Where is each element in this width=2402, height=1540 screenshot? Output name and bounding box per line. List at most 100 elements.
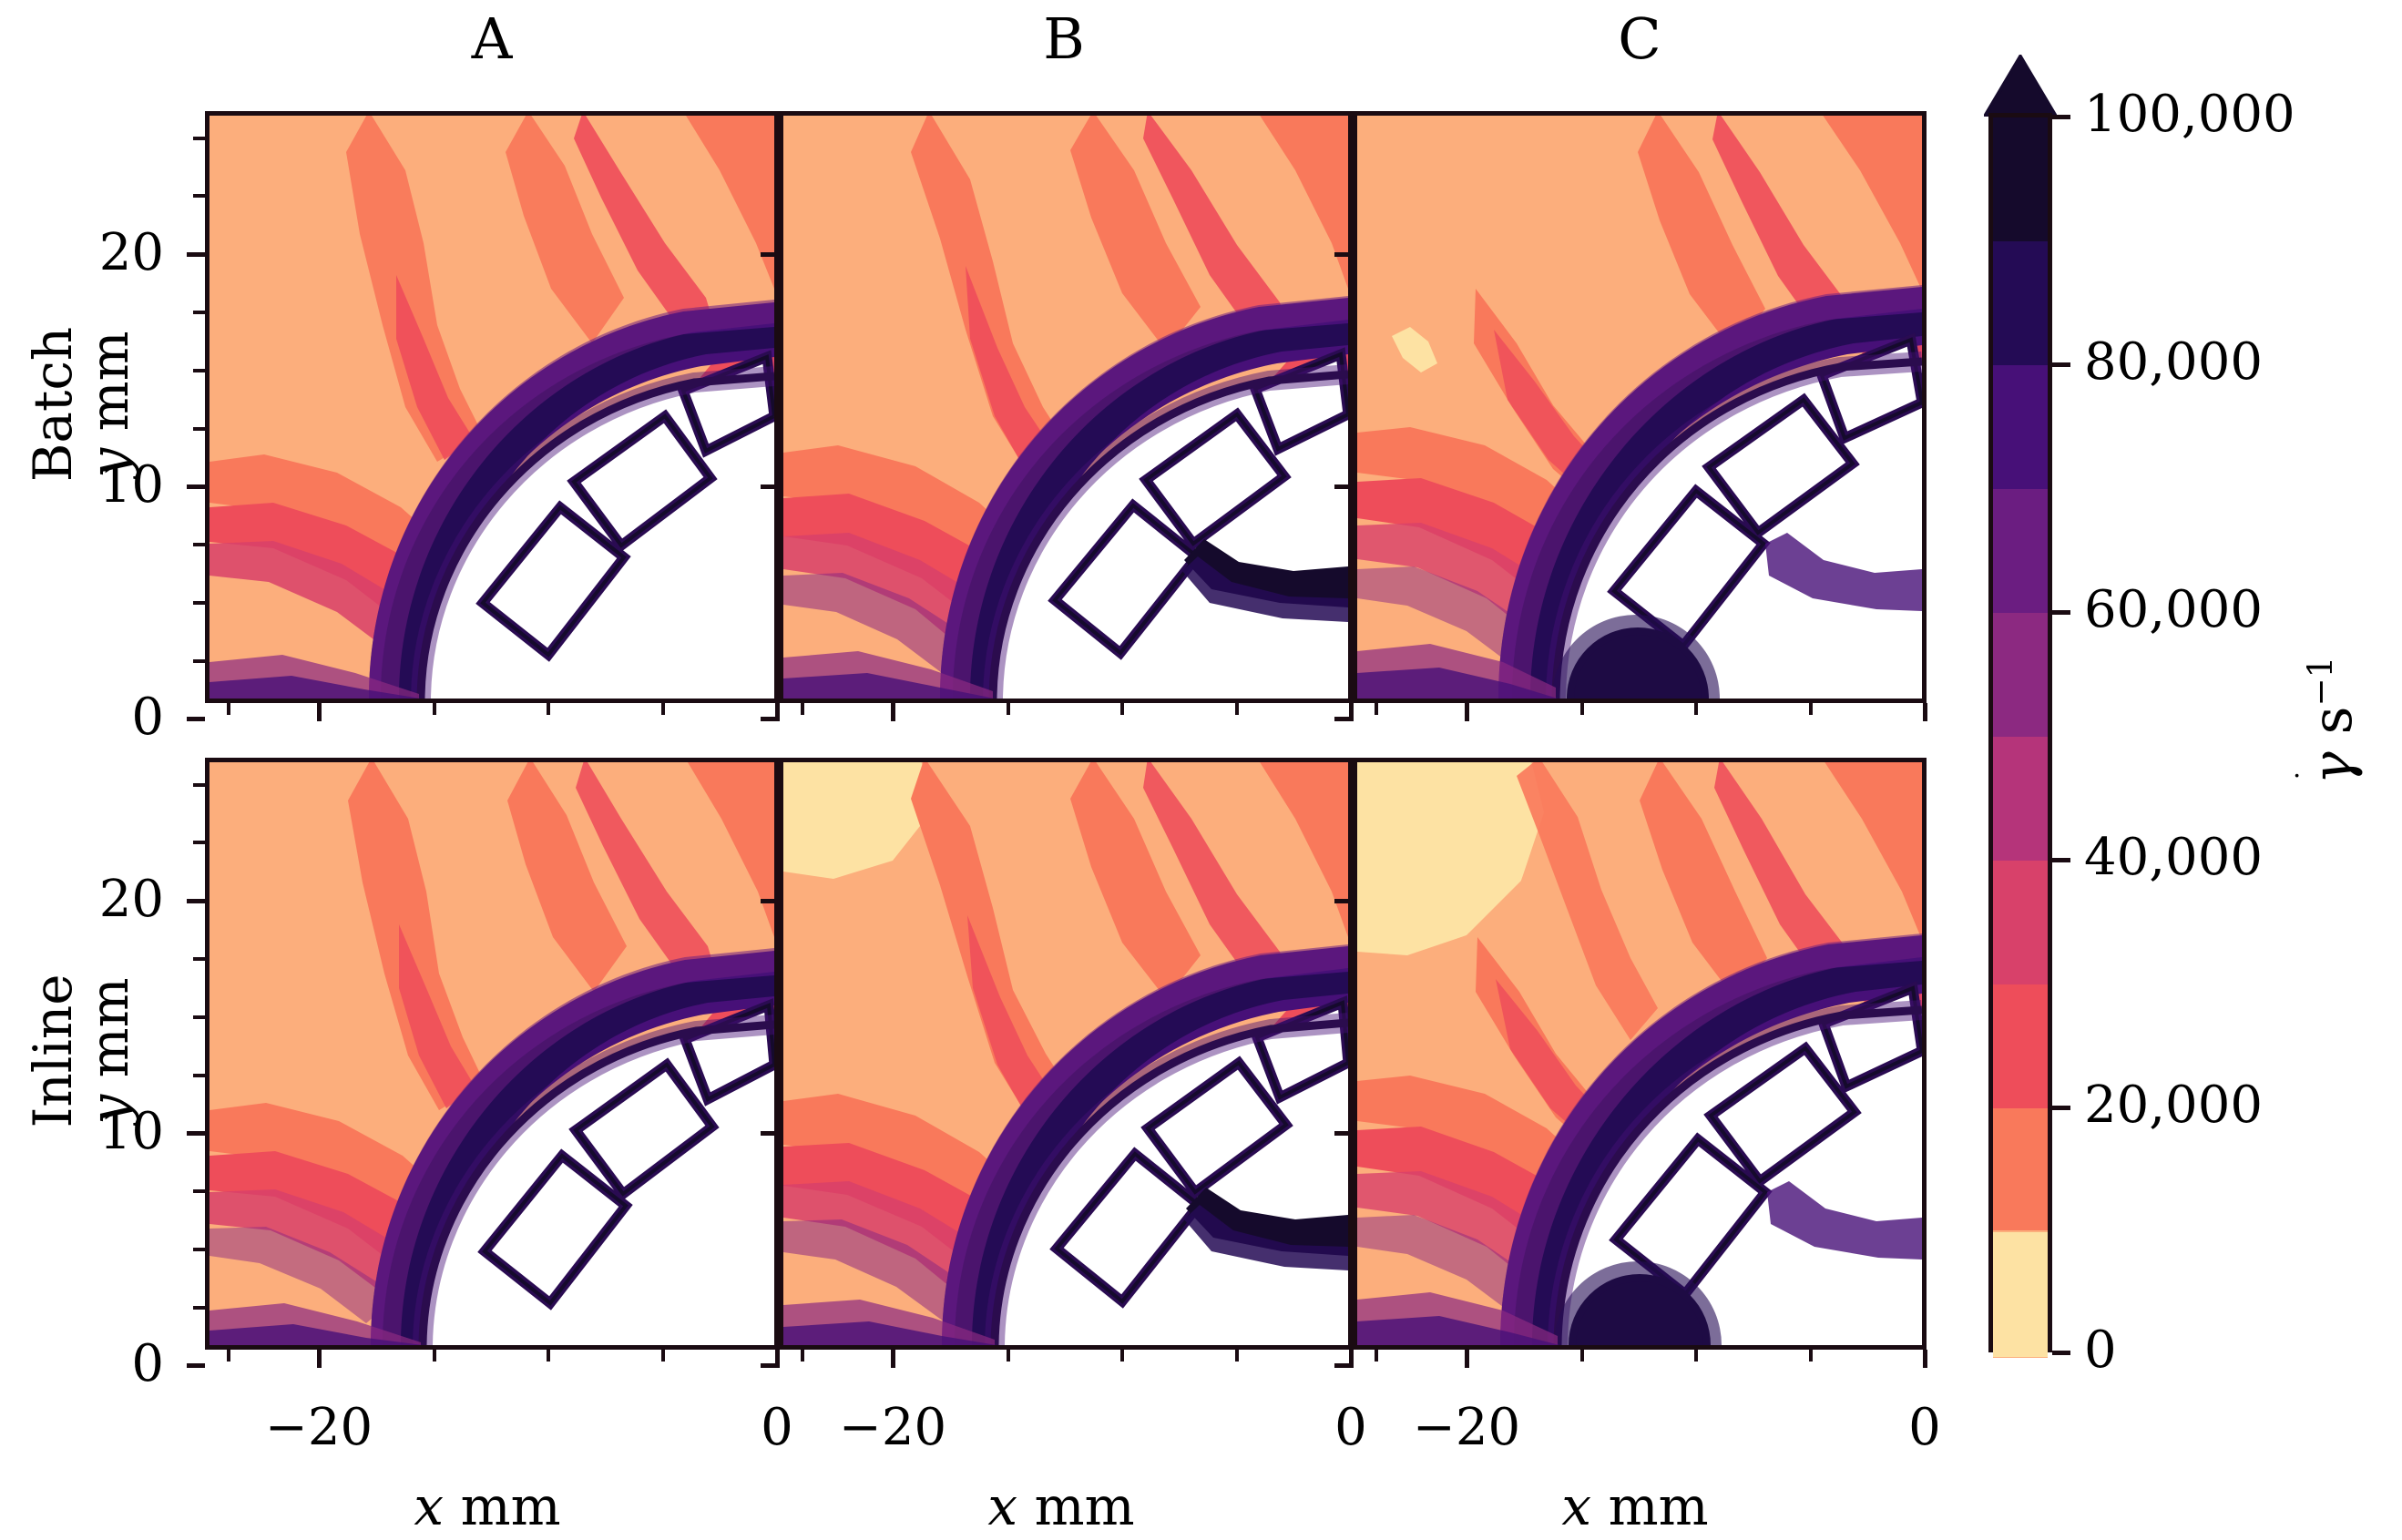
ytick-minor-inline-2 [193, 841, 205, 844]
ytick-minor-inline-1 [193, 783, 205, 787]
ytick-batch-20 [187, 252, 205, 257]
contour-field-inline-b [783, 762, 1348, 1345]
xtick-label-c-0: 0 [1908, 1398, 1941, 1457]
xtick-row1-minor-a-4 [661, 703, 665, 715]
ytick-batch-b-0 [761, 717, 779, 721]
ytick-batch-0 [187, 717, 205, 721]
xtick-minor-b-2 [1007, 1350, 1010, 1362]
xtick-row1-b-0 [1349, 703, 1354, 721]
xtick-minor-c-2 [1580, 1350, 1584, 1362]
colorbar-tick-100000 [2052, 115, 2070, 119]
panel-batch-a[interactable] [205, 111, 779, 703]
xtick-minor-a-1 [227, 1350, 230, 1362]
ytick-label-inline-0: 0 [131, 1334, 164, 1393]
ytick-minor-batch-4 [193, 369, 205, 372]
xtick-c-0 [1923, 1350, 1927, 1368]
colorbar-axis-label: γ̇ s−1 [2300, 656, 2365, 785]
colorbar[interactable] [1988, 113, 2052, 1358]
xtick-minor-a-4 [661, 1350, 665, 1362]
xtick-label-a--20: −20 [264, 1398, 373, 1457]
panel-inline-c[interactable] [1353, 758, 1927, 1350]
xtick-row1-c--20 [1465, 703, 1469, 721]
panel-inline-b[interactable] [779, 758, 1353, 1350]
colorbar-band-70000 [1993, 489, 2048, 614]
panel-batch-b[interactable] [779, 111, 1353, 703]
xtick-row1-minor-b-1 [801, 703, 804, 715]
ytick-minor-inline-8 [193, 1306, 205, 1310]
ytick-minor-inline-3 [193, 957, 205, 961]
xtick-row1-minor-a-1 [227, 703, 230, 715]
xtick-minor-c-4 [1809, 1350, 1813, 1362]
contour-field-inline-a [210, 762, 774, 1345]
xtick-row1-minor-a-3 [547, 703, 550, 715]
colorbar-band-90000 [1993, 241, 2048, 366]
x-axis-name-b: x mm [987, 1475, 1135, 1537]
xtick-row1-minor-c-1 [1375, 703, 1378, 715]
xtick-row1-minor-c-2 [1580, 703, 1584, 715]
ytick-label-inline-20: 20 [98, 870, 164, 929]
xtick-row1-minor-b-3 [1120, 703, 1124, 715]
ytick-minor-batch-5 [193, 427, 205, 431]
panel-batch-c[interactable] [1353, 111, 1927, 703]
colorbar-band-lowest [1993, 1232, 2048, 1357]
colorbar-label-100000: 100,000 [2084, 85, 2295, 144]
contour-field-batch-a [210, 116, 774, 699]
colorbar-label-20000: 20,000 [2084, 1076, 2263, 1135]
ytick-minor-inline-6 [193, 1189, 205, 1193]
xtick-label-a-0: 0 [761, 1398, 793, 1457]
xtick-minor-b-3 [1120, 1350, 1124, 1362]
column-title-b: B [1043, 5, 1085, 72]
ytick-minor-batch-1 [193, 137, 205, 140]
xtick-a-0 [775, 1350, 780, 1368]
ytick-inline-c-10 [1334, 1131, 1353, 1136]
ytick-minor-batch-7 [193, 601, 205, 605]
xtick-row1-minor-c-3 [1694, 703, 1698, 715]
colorbar-tick-40000 [2052, 858, 2070, 862]
ytick-batch-c-0 [1334, 717, 1353, 721]
contour-field-batch-c [1357, 116, 1922, 699]
column-title-c: C [1618, 5, 1661, 72]
xtick-row1-minor-b-4 [1235, 703, 1239, 715]
ytick-minor-batch-3 [193, 311, 205, 314]
xtick-minor-a-2 [433, 1350, 436, 1362]
colorbar-band-100000-plus [1993, 117, 2048, 242]
colorbar-tick-20000 [2052, 1106, 2070, 1110]
ytick-label-batch-20: 20 [98, 223, 164, 282]
xtick-row1-a-0 [775, 703, 780, 721]
ytick-inline-10 [187, 1131, 205, 1136]
colorbar-label-0: 0 [2084, 1321, 2117, 1380]
column-title-a: A [471, 5, 513, 72]
xtick-label-c--20: −20 [1412, 1398, 1521, 1457]
ytick-batch-b-10 [761, 484, 779, 489]
ytick-batch-b-20 [761, 252, 779, 257]
ytick-inline-c-20 [1334, 899, 1353, 903]
xtick-c--20 [1465, 1350, 1469, 1368]
ytick-minor-inline-4 [193, 1015, 205, 1019]
colorbar-band-80000 [1993, 365, 2048, 490]
ytick-minor-batch-2 [193, 194, 205, 198]
ytick-minor-inline-7 [193, 1248, 205, 1251]
colorbar-tick-60000 [2052, 610, 2070, 615]
panel-inline-a[interactable] [205, 758, 779, 1350]
ytick-label-inline-10: 10 [98, 1102, 164, 1161]
xtick-minor-b-1 [801, 1350, 804, 1362]
colorbar-label-40000: 40,000 [2084, 828, 2263, 887]
contour-field-inline-c [1357, 762, 1922, 1345]
colorbar-extend-arrow [1984, 55, 2057, 117]
xtick-minor-a-3 [547, 1350, 550, 1362]
colorbar-band-20000 [1993, 1108, 2048, 1233]
colorbar-label-60000: 60,000 [2084, 580, 2263, 639]
xtick-minor-c-3 [1694, 1350, 1698, 1362]
xtick-row1-minor-a-2 [433, 703, 436, 715]
colorbar-band-60000 [1993, 613, 2048, 738]
contour-field-batch-b [783, 116, 1348, 699]
xtick-minor-c-1 [1375, 1350, 1378, 1362]
ytick-inline-20 [187, 899, 205, 903]
xtick-b-0 [1349, 1350, 1354, 1368]
colorbar-band-40000 [1993, 861, 2048, 985]
xtick-row1-c-0 [1923, 703, 1927, 721]
ytick-batch-10 [187, 484, 205, 489]
colorbar-band-30000 [1993, 984, 2048, 1109]
ytick-minor-batch-8 [193, 659, 205, 663]
